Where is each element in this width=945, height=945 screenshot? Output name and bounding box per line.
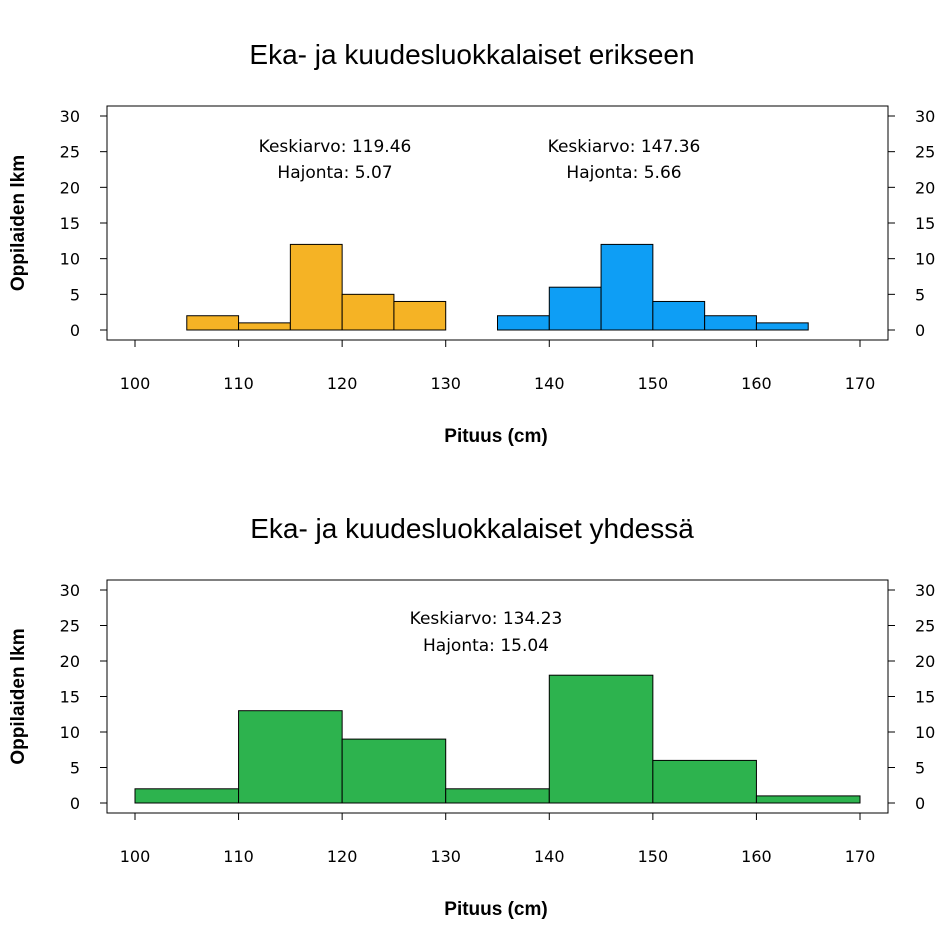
histogram-bar — [704, 315, 757, 331]
y-tick-label-right: 25 — [915, 143, 935, 162]
x-tick-label: 100 — [120, 374, 151, 393]
y-tick-label-left: 30 — [60, 107, 80, 126]
y-tick-label-left: 30 — [60, 581, 80, 600]
x-tick-label: 140 — [534, 374, 565, 393]
histogram-bar — [341, 293, 395, 331]
y-tick-label-left: 25 — [60, 143, 80, 162]
y-tick-label-right: 0 — [915, 794, 925, 813]
y-tick-label-left: 20 — [60, 652, 80, 671]
x-tick-label: 160 — [741, 847, 772, 866]
mean-annotation: Keskiarvo: 119.46 — [259, 137, 412, 157]
histogram-bar — [341, 738, 447, 804]
y-axis-title: Oppilaiden lkm — [8, 155, 29, 291]
y-tick-label-right: 20 — [915, 652, 935, 671]
y-tick-label-right: 15 — [915, 688, 935, 707]
y-tick-label-right: 5 — [915, 759, 925, 778]
y-tick-label-left: 20 — [60, 178, 80, 197]
x-tick-label: 150 — [638, 374, 669, 393]
histogram-bar — [445, 788, 550, 804]
x-tick-label: 120 — [327, 847, 358, 866]
histogram-bar — [393, 300, 447, 331]
y-axis-title: Oppilaiden lkm — [8, 628, 29, 764]
x-axis-title: Pituus (cm) — [444, 899, 547, 920]
x-tick-label: 170 — [845, 374, 876, 393]
histogram-bar — [652, 759, 757, 804]
histogram-bar — [497, 315, 550, 331]
y-tick-label-left: 5 — [70, 285, 80, 304]
chart-title: Eka- ja kuudesluokkalaiset erikseen — [249, 39, 694, 70]
y-tick-label-right: 0 — [915, 321, 925, 340]
chart-title: Eka- ja kuudesluokkalaiset yhdessä — [250, 513, 694, 544]
y-tick-label-left: 0 — [70, 794, 80, 813]
x-tick-label: 100 — [120, 847, 151, 866]
histogram-bar — [186, 315, 240, 331]
y-tick-label-right: 30 — [915, 581, 935, 600]
x-tick-label: 130 — [430, 374, 461, 393]
y-tick-label-left: 10 — [60, 250, 80, 269]
histogram-bar — [548, 286, 602, 331]
y-tick-label-left: 5 — [70, 759, 80, 778]
mean-annotation: Keskiarvo: 147.36 — [548, 137, 701, 157]
histogram-bar — [238, 710, 343, 804]
sd-annotation: Hajonta: 15.04 — [423, 636, 549, 656]
histogram-bar — [238, 322, 291, 331]
chart-panel-1: Eka- ja kuudesluokkalaiset erikseen 0 0 5 5 1… — [8, 39, 935, 447]
histogram-bar — [134, 788, 240, 804]
y-tick-label-right: 10 — [915, 250, 935, 269]
histogram-bar — [755, 795, 861, 804]
histogram-bar — [289, 243, 343, 331]
histogram-bar — [755, 322, 809, 331]
histogram-bar — [600, 243, 654, 331]
histogram-bar — [652, 300, 706, 331]
x-axis-title: Pituus (cm) — [444, 426, 547, 447]
sd-annotation: Hajonta: 5.66 — [566, 163, 681, 183]
y-tick-label-right: 20 — [915, 178, 935, 197]
chart-panel-2: Eka- ja kuudesluokkalaiset yhdessä 0 0 5 5 10… — [8, 513, 935, 920]
x-tick-label: 140 — [534, 847, 565, 866]
y-tick-label-left: 15 — [60, 688, 80, 707]
x-tick-label: 120 — [327, 374, 358, 393]
x-tick-label: 170 — [845, 847, 876, 866]
y-tick-label-right: 5 — [915, 285, 925, 304]
histogram-bar — [548, 674, 654, 804]
y-tick-label-right: 25 — [915, 617, 935, 636]
sd-annotation: Hajonta: 5.07 — [277, 163, 392, 183]
x-tick-label: 150 — [638, 847, 669, 866]
y-tick-label-right: 10 — [915, 723, 935, 742]
y-tick-label-right: 15 — [915, 214, 935, 233]
y-tick-label-left: 10 — [60, 723, 80, 742]
plot-frame — [106, 105, 889, 341]
y-tick-label-right: 30 — [915, 107, 935, 126]
mean-annotation: Keskiarvo: 134.23 — [410, 609, 563, 629]
y-tick-label-left: 25 — [60, 617, 80, 636]
x-tick-label: 110 — [223, 374, 254, 393]
y-tick-label-left: 15 — [60, 214, 80, 233]
x-tick-label: 130 — [430, 847, 461, 866]
y-tick-label-left: 0 — [70, 321, 80, 340]
x-tick-label: 110 — [223, 847, 254, 866]
x-tick-label: 160 — [741, 374, 772, 393]
